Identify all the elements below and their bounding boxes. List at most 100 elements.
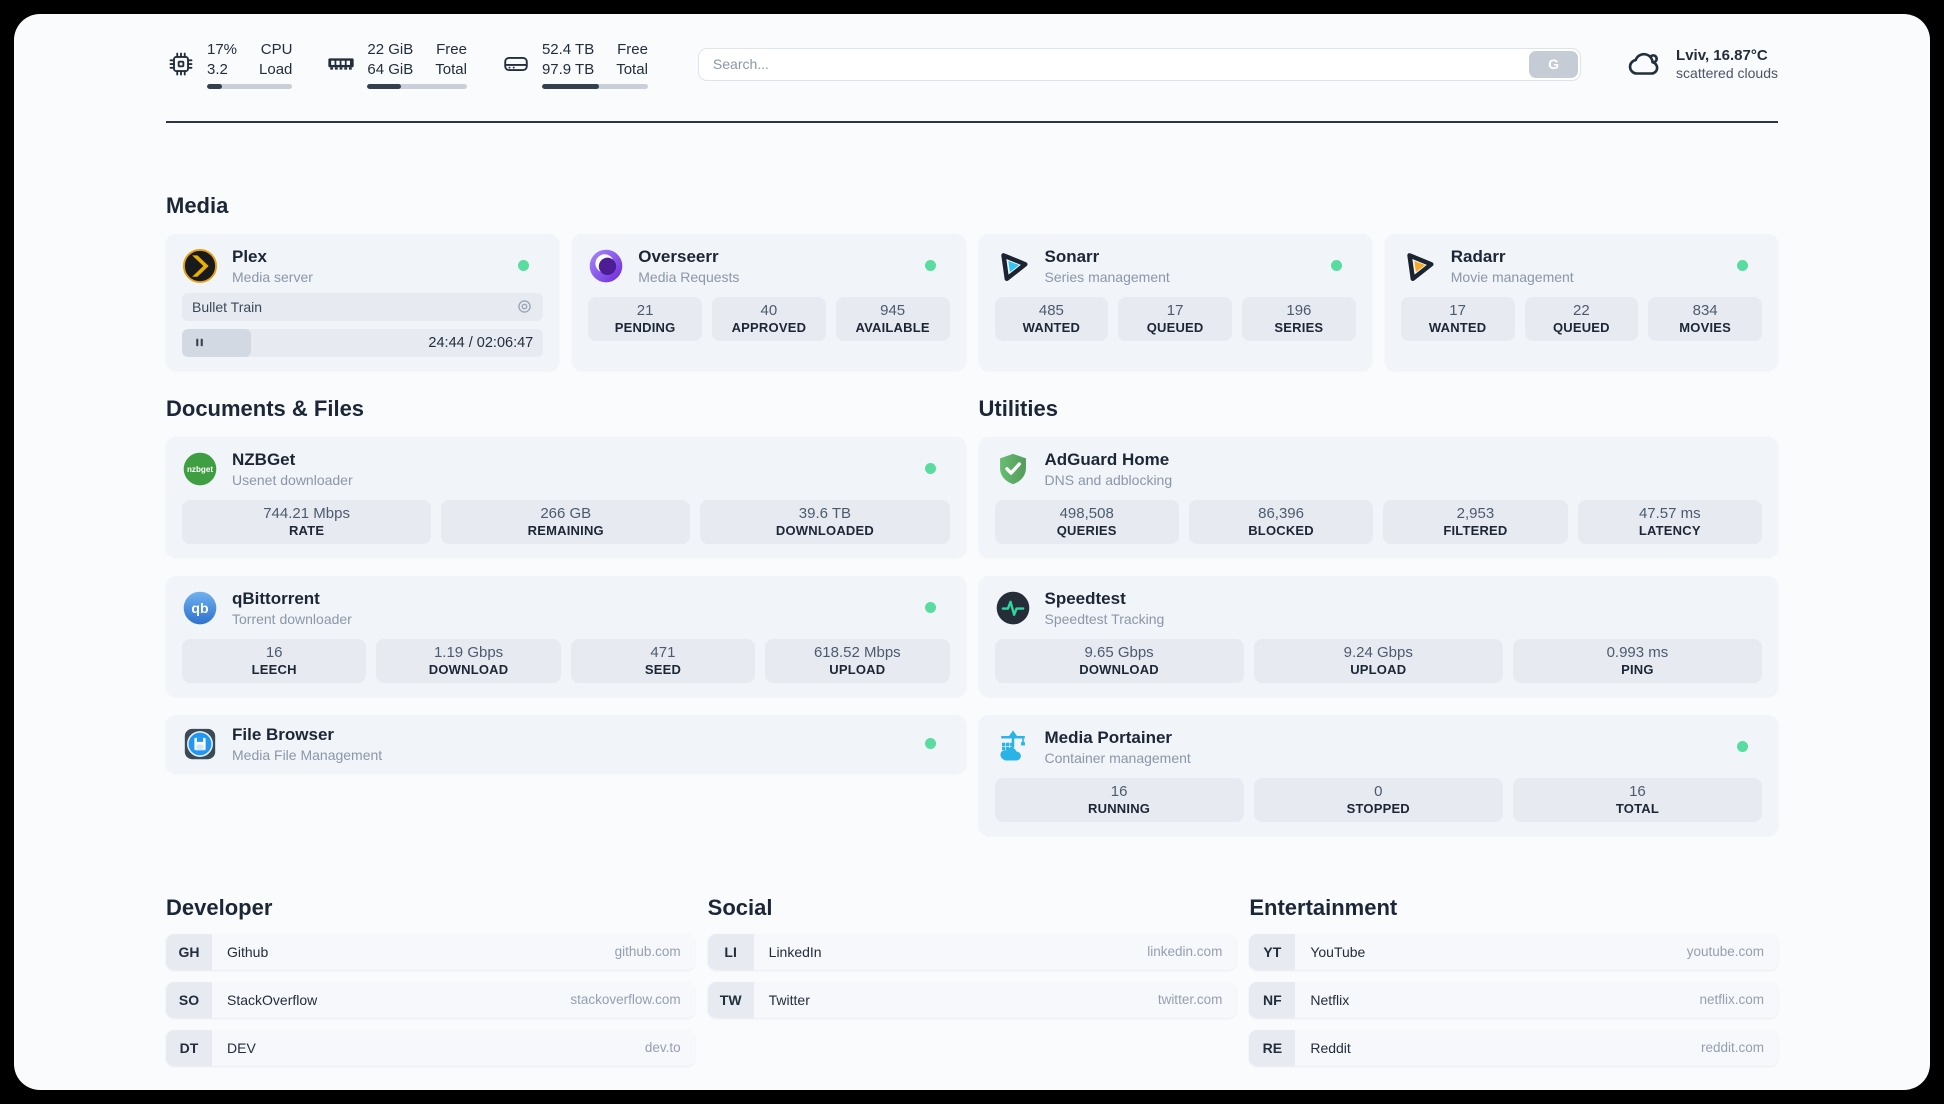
search-provider-button[interactable]: G xyxy=(1529,50,1579,78)
stat-seed: 471 SEED xyxy=(570,638,756,683)
service-card-radarr[interactable]: Radarr Movie management 17 WANTED 22 QUE… xyxy=(1384,233,1778,370)
nzbget-icon: nzbget xyxy=(182,451,218,487)
filebrowser-icon xyxy=(182,726,218,762)
svg-text:qb: qb xyxy=(191,600,208,616)
resource-progress-bar xyxy=(367,83,467,89)
pause-icon xyxy=(192,335,207,350)
media-cards: Plex Media server Bullet Train 24:44 / 0… xyxy=(166,233,1778,370)
bookmark-abbr: LI xyxy=(707,933,754,970)
service-stats: 9.65 Gbps DOWNLOAD 9.24 Gbps UPLOAD 0.99… xyxy=(994,638,1763,683)
bookmark-dev[interactable]: DT DEV dev.to xyxy=(166,1029,695,1066)
service-name: Speedtest xyxy=(1044,588,1126,608)
stat-running: 16 RUNNING xyxy=(994,777,1244,822)
bookmark-group-title: Social xyxy=(707,894,773,920)
stat-pending: 21 PENDING xyxy=(588,296,702,341)
resource-labels: Free Total xyxy=(616,41,648,78)
stat-download: 9.65 Gbps DOWNLOAD xyxy=(994,638,1244,683)
service-card-speedtest[interactable]: Speedtest Speedtest Tracking 9.65 Gbps D… xyxy=(978,575,1778,696)
section-title-utilities: Utilities xyxy=(978,395,1058,421)
search-bar: G xyxy=(697,47,1582,81)
bookmark-linkedin[interactable]: LI LinkedIn linkedin.com xyxy=(707,933,1237,970)
search-input[interactable] xyxy=(697,47,1582,81)
bookmark-twitter[interactable]: TW Twitter twitter.com xyxy=(707,981,1237,1018)
bookmark-reddit[interactable]: RE Reddit reddit.com xyxy=(1249,1029,1778,1066)
circle-dot-icon xyxy=(516,298,533,315)
stat-upload: 9.24 Gbps UPLOAD xyxy=(1253,638,1503,683)
bookmark-name: YouTube xyxy=(1310,943,1366,960)
bookmark-url: reddit.com xyxy=(1700,1040,1764,1056)
bookmark-github[interactable]: GH Github github.com xyxy=(166,933,695,970)
service-card-adguard-home[interactable]: AdGuard Home DNS and adblocking 498,508 … xyxy=(978,436,1778,557)
playback-progress-fill xyxy=(182,328,251,357)
stat-total: 16 TOTAL xyxy=(1512,777,1763,822)
portainer-icon xyxy=(995,729,1031,765)
service-card-overseerr[interactable]: Overseerr Media Requests 21 PENDING 40 A… xyxy=(572,233,966,370)
resource-values: 17% 3.2 xyxy=(207,41,238,78)
section-documents-files: Documents & Files nzbget NZBGet Usenet d… xyxy=(166,396,966,835)
stat-queued: 17 QUEUED xyxy=(1118,296,1232,341)
bookmark-abbr: SO xyxy=(166,981,212,1018)
service-stats: 21 PENDING 40 APPROVED 945 AVAILABLE xyxy=(588,296,950,341)
bookmark-url: twitter.com xyxy=(1157,992,1223,1008)
stat-wanted: 485 WANTED xyxy=(994,296,1109,341)
service-card-media-portainer[interactable]: Media Portainer Container management 16 … xyxy=(978,714,1778,835)
service-description: Usenet downloader xyxy=(232,471,353,488)
svg-text:nzbget: nzbget xyxy=(187,465,213,474)
service-card-file-browser[interactable]: File Browser Media File Management xyxy=(166,714,966,773)
service-description: Container management xyxy=(1044,749,1191,766)
stat-series: 196 SERIES xyxy=(1242,296,1356,341)
service-card-plex[interactable]: Plex Media server Bullet Train 24:44 / 0… xyxy=(166,233,560,370)
service-description: Series management xyxy=(1044,268,1170,285)
bookmark-url: github.com xyxy=(614,944,681,960)
bookmark-groups: Developer GH Github github.com SO StackO… xyxy=(166,895,1778,1066)
resource-widget-memory: 22 GiB 64 GiB Free Total xyxy=(326,40,467,89)
bookmark-name: Reddit xyxy=(1310,1039,1351,1056)
status-dot-online xyxy=(518,259,530,271)
resource-labels: CPU Load xyxy=(259,41,293,78)
bookmark-name: Twitter xyxy=(768,991,810,1008)
bookmark-abbr: YT xyxy=(1249,933,1296,970)
stat-remaining: 266 GB REMAINING xyxy=(441,499,691,544)
service-name: Overseerr xyxy=(638,246,719,266)
stat-filtered: 2,953 FILTERED xyxy=(1383,499,1568,544)
section-utilities: Utilities AdGuard Home DNS and adblockin… xyxy=(978,395,1778,835)
bookmark-group-developer: Developer GH Github github.com SO StackO… xyxy=(166,895,695,1066)
bookmark-stackoverflow[interactable]: SO StackOverflow stackoverflow.com xyxy=(166,981,695,1018)
status-dot-online xyxy=(924,259,936,271)
status-dot-online xyxy=(1737,740,1748,752)
stat-download: 1.19 Gbps DOWNLOAD xyxy=(376,638,561,683)
bookmark-netflix[interactable]: NF Netflix netflix.com xyxy=(1249,981,1778,1018)
bookmark-name: LinkedIn xyxy=(768,943,822,960)
weather-widget: Lviv, 16.87°C scattered clouds xyxy=(1625,45,1778,83)
resource-labels: Free Total xyxy=(435,41,467,78)
section-title-media: Media xyxy=(166,192,229,218)
stat-movies: 834 MOVIES xyxy=(1648,296,1762,341)
stat-available: 945 AVAILABLE xyxy=(835,296,950,341)
playback-time: 24:44 / 02:06:47 xyxy=(428,334,534,351)
now-playing-title: Bullet Train xyxy=(192,298,263,315)
bookmark-group-title: Developer xyxy=(166,894,273,920)
service-description: Torrent downloader xyxy=(232,610,352,627)
speedtest-icon xyxy=(995,590,1031,626)
service-name: Plex xyxy=(232,246,267,266)
bookmark-name: DEV xyxy=(227,1039,256,1056)
stat-wanted: 17 WANTED xyxy=(1400,296,1515,341)
service-card-sonarr[interactable]: Sonarr Series management 485 WANTED 17 Q… xyxy=(978,233,1372,370)
service-card-nzbget[interactable]: nzbget NZBGet Usenet downloader 744.21 M… xyxy=(166,436,966,557)
service-card-qbittorrent[interactable]: qb qBittorrent Torrent downloader 16 LEE… xyxy=(166,575,966,696)
service-description: Media File Management xyxy=(232,746,383,763)
resource-widgets: 17% 3.2 CPU Load 22 GiB 64 GiB xyxy=(166,40,648,89)
stat-approved: 40 APPROVED xyxy=(712,296,826,341)
bookmark-abbr: DT xyxy=(166,1029,212,1066)
bookmark-group-entertainment: Entertainment YT YouTube youtube.com NF … xyxy=(1249,895,1778,1066)
service-stats: 16 LEECH 1.19 Gbps DOWNLOAD 471 SEED 618… xyxy=(182,638,950,683)
service-name: qBittorrent xyxy=(232,588,320,608)
weather-location: Lviv, 16.87°C xyxy=(1676,47,1768,65)
dashboard-panel: 17% 3.2 CPU Load 22 GiB 64 GiB xyxy=(14,14,1930,1090)
stat-blocked: 86,396 BLOCKED xyxy=(1188,499,1374,544)
section-title-documents-files: Documents & Files xyxy=(166,395,365,421)
service-stats: 485 WANTED 17 QUEUED 196 SERIES xyxy=(994,296,1356,341)
section-media: Media Plex Media server Bullet Train 24:… xyxy=(166,193,1778,370)
status-dot-online xyxy=(1737,259,1748,271)
bookmark-youtube[interactable]: YT YouTube youtube.com xyxy=(1249,933,1778,970)
